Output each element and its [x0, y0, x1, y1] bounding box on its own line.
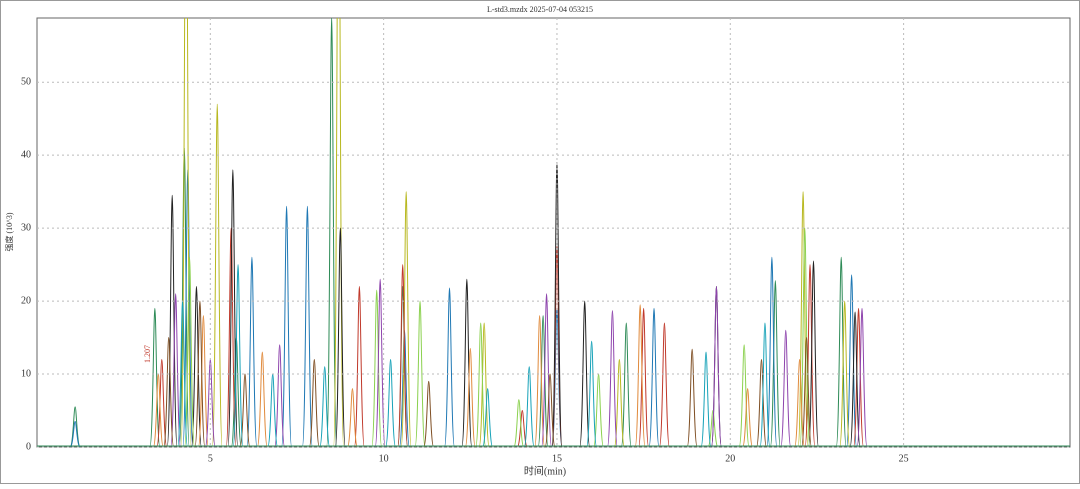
peak	[551, 161, 563, 447]
peak	[849, 311, 861, 447]
peak	[211, 103, 223, 447]
peak-annotation: 1.207	[143, 345, 152, 363]
peak	[648, 307, 660, 447]
peak	[541, 293, 553, 447]
peak	[334, 227, 346, 447]
peak	[710, 285, 722, 447]
peak	[516, 410, 528, 447]
x-tick-label: 25	[899, 453, 909, 464]
peak	[700, 351, 712, 447]
y-tick-label: 50	[21, 77, 31, 88]
y-tick-label: 30	[21, 222, 31, 233]
peak	[606, 310, 618, 447]
peak	[534, 315, 546, 447]
peak	[579, 300, 591, 447]
peak	[400, 191, 412, 447]
peak	[797, 191, 809, 447]
chart-title: L-std3.mzdx 2025-07-04 053215	[487, 5, 593, 14]
x-tick-label: 5	[208, 453, 213, 464]
peak	[769, 280, 781, 447]
peak	[326, 18, 338, 447]
peak	[839, 300, 851, 447]
peak	[385, 358, 397, 447]
peak	[308, 358, 320, 447]
peak	[799, 227, 811, 447]
x-tick-label: 20	[725, 453, 735, 464]
peak	[371, 289, 383, 447]
y-tick-label: 40	[21, 149, 31, 160]
peak	[225, 227, 237, 447]
peak	[513, 399, 525, 447]
peak	[239, 373, 251, 447]
peak	[755, 358, 767, 447]
peak	[274, 344, 286, 447]
peak	[766, 256, 778, 447]
peak	[856, 307, 868, 447]
peak	[246, 256, 258, 447]
peak	[256, 351, 268, 447]
peak	[586, 340, 598, 447]
peak	[423, 380, 435, 447]
peak	[794, 358, 806, 447]
peak	[686, 348, 698, 447]
x-tick-label: 15	[552, 453, 562, 464]
peak	[163, 337, 175, 447]
peak	[478, 322, 490, 447]
peak	[742, 388, 754, 447]
peak	[166, 194, 178, 447]
peak	[613, 358, 625, 447]
peak	[853, 307, 865, 447]
peak	[184, 256, 196, 447]
x-axis-label: 时间(min)	[524, 464, 566, 477]
peak	[638, 307, 650, 447]
peak	[444, 287, 455, 447]
peak	[482, 388, 494, 447]
peak	[537, 315, 549, 447]
peak	[197, 315, 209, 447]
peak	[620, 322, 632, 447]
peak	[807, 260, 819, 447]
peak	[301, 205, 313, 447]
peak	[551, 245, 563, 447]
y-tick-label: 20	[21, 295, 31, 306]
peak	[346, 388, 358, 447]
x-tick-label: 10	[379, 453, 389, 464]
peak	[69, 420, 81, 447]
peak	[738, 344, 750, 447]
peak	[475, 322, 487, 447]
peak	[464, 348, 476, 447]
peak	[374, 278, 386, 447]
peak	[353, 285, 365, 447]
peak	[319, 366, 331, 447]
peak	[232, 264, 244, 447]
peak	[658, 322, 670, 447]
peak	[170, 293, 182, 447]
peak	[523, 366, 535, 447]
peak	[149, 307, 161, 447]
peak	[780, 329, 792, 447]
peak	[461, 278, 473, 447]
peak	[846, 274, 858, 447]
peak	[281, 205, 293, 447]
y-tick-label: 0	[26, 441, 31, 452]
peak	[544, 373, 556, 447]
peak	[190, 285, 202, 447]
peak	[804, 264, 816, 447]
peak	[835, 256, 847, 447]
peak	[634, 304, 646, 447]
y-tick-label: 10	[21, 368, 31, 379]
peak	[759, 322, 771, 447]
peak	[801, 337, 813, 447]
peak	[156, 358, 168, 447]
peak	[194, 300, 206, 447]
peak	[414, 300, 426, 447]
y-axis-label: 强度 (10^3)	[4, 212, 14, 251]
peak	[397, 264, 409, 447]
